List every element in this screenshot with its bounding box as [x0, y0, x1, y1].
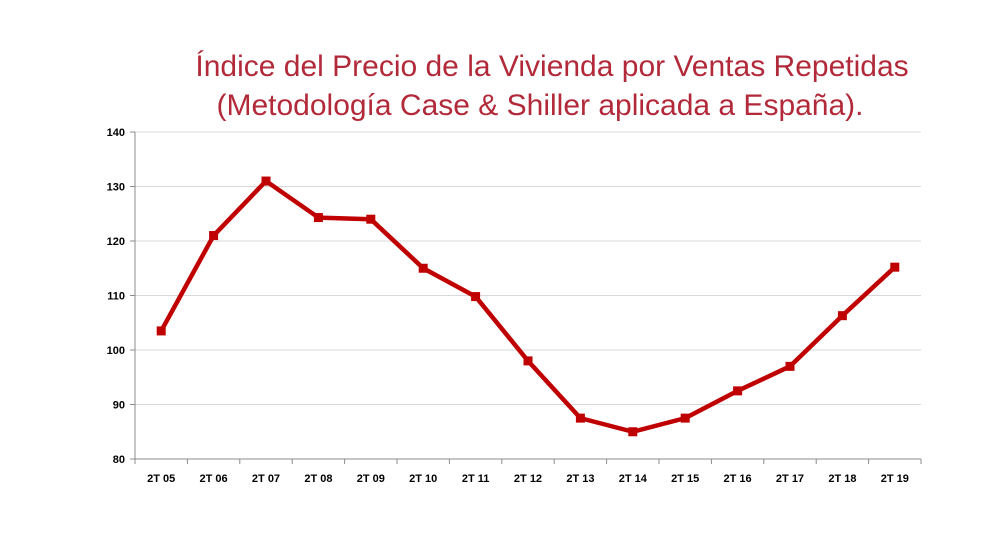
x-tick-label: 2T 19 [881, 473, 909, 485]
data-point [890, 262, 900, 272]
series-layer [156, 176, 900, 437]
y-tick-label: 90 [113, 400, 125, 412]
y-axis-ticks: 80 90 100 110 120 130 140 [107, 127, 125, 466]
x-tick-label: 2T 16 [724, 473, 752, 485]
x-tick-label: 2T 18 [828, 473, 856, 485]
x-tick-label: 2T 07 [252, 473, 280, 485]
data-point [785, 361, 795, 371]
data-point [837, 311, 847, 321]
x-tick-label: 2T 06 [200, 473, 228, 485]
x-tick-label: 2T 17 [776, 473, 804, 485]
x-tick-label: 2T 08 [304, 473, 332, 485]
y-tick-label: 130 [107, 182, 125, 194]
data-point [418, 263, 428, 273]
x-tick-label: 2T 11 [462, 473, 490, 485]
y-tick-label: 120 [107, 236, 125, 248]
data-point [366, 214, 376, 224]
x-tick-label: 2T 12 [514, 473, 542, 485]
y-tick-label: 80 [113, 454, 125, 466]
data-point [680, 413, 690, 423]
data-point [628, 427, 638, 437]
axes [130, 131, 922, 464]
gridlines [135, 131, 921, 405]
data-point [156, 326, 166, 336]
series-line [158, 178, 898, 434]
x-tick-label: 2T 05 [147, 473, 175, 485]
x-axis-ticks: 2T 05 2T 06 2T 07 2T 08 2T 09 2T 10 2T 11 2T 12… [147, 473, 909, 485]
y-tick-label: 140 [107, 127, 125, 139]
data-point [523, 356, 533, 366]
data-point [313, 213, 323, 223]
y-tick-label: 100 [107, 345, 125, 357]
data-point [261, 176, 271, 186]
x-tick-label: 2T 14 [619, 473, 648, 485]
x-tick-label: 2T 10 [409, 473, 437, 485]
y-tick-label: 110 [107, 291, 125, 303]
x-tick-label: 2T 13 [566, 473, 594, 485]
x-tick-label: 2T 09 [357, 473, 385, 485]
data-point [209, 231, 219, 241]
chart-title-line-1: Índice del Precio de la Vivienda por Ven… [195, 50, 909, 83]
x-tick-label: 2T 15 [671, 473, 699, 485]
data-point [733, 386, 743, 396]
chart-title-line-2: (Metodología Case & Shiller aplicada a E… [216, 89, 864, 122]
data-point [471, 292, 481, 302]
data-point [575, 413, 585, 423]
